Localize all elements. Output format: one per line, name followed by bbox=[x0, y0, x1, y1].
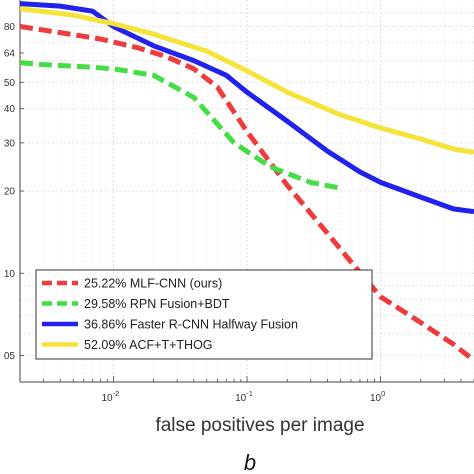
y-tick-label: 50 bbox=[4, 78, 16, 89]
series-line-4 bbox=[20, 6, 474, 155]
y-tick-label: 20 bbox=[4, 187, 16, 198]
legend-box bbox=[35, 269, 373, 360]
series-lines bbox=[20, 1, 474, 363]
tick-labels: 10-2 10-1 100 80 64 50 40 30 20 10 05 bbox=[4, 22, 385, 404]
y-tick-label: 64 bbox=[4, 48, 16, 59]
legend-label: 25.22% MLF-CNN (ours) bbox=[84, 277, 222, 291]
x-tick-label: 10-2 bbox=[101, 389, 119, 404]
panel-label: b bbox=[244, 450, 256, 474]
y-tick-label: 80 bbox=[4, 22, 16, 33]
y-tick-label: 40 bbox=[4, 104, 16, 115]
y-tick-label: 30 bbox=[4, 138, 16, 149]
x-axis-label: false positives per image bbox=[155, 415, 364, 436]
legend-label: 29.58% RPN Fusion+BDT bbox=[84, 297, 230, 311]
y-tick-label: 10 bbox=[4, 269, 16, 280]
legend-label: 52.09% ACF+T+THOG bbox=[84, 338, 213, 352]
y-tick-label: 05 bbox=[4, 351, 16, 362]
legend-label: 36.86% Faster R-CNN Halfway Fusion bbox=[84, 318, 298, 332]
series-line-2 bbox=[20, 60, 341, 191]
series-line-3 bbox=[20, 1, 474, 215]
legend: 25.22% MLF-CNN (ours) 29.58% RPN Fusion+B… bbox=[35, 269, 373, 360]
x-tick-label: 10-1 bbox=[235, 389, 253, 404]
x-tick-label: 100 bbox=[370, 389, 385, 404]
